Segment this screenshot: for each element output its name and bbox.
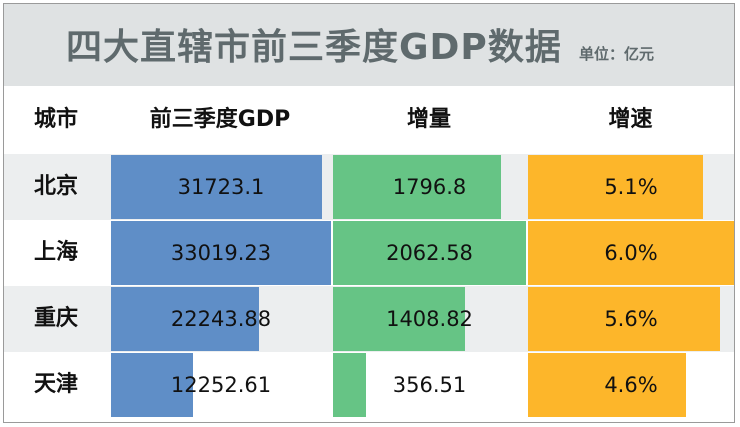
- increase-value-label: 1408.82: [386, 307, 473, 331]
- growth-bar: [528, 155, 703, 219]
- increase-value-label: 1796.8: [392, 175, 467, 199]
- gdp-bar: [111, 155, 322, 219]
- increase-bar: [333, 155, 501, 219]
- header-growth: 增速: [608, 107, 653, 132]
- growth-bar: [528, 353, 686, 417]
- header-gdp: 前三季度GDP: [149, 107, 291, 132]
- growth-value-label: 5.1%: [604, 175, 658, 199]
- chart-title: 四大直辖市前三季度GDP数据: [66, 27, 562, 68]
- header-increase: 增量: [406, 107, 451, 132]
- city-label: 天津: [33, 372, 78, 397]
- gdp-value-label: 22243.88: [170, 307, 272, 331]
- growth-value-label: 5.6%: [604, 307, 658, 331]
- growth-value-label: 4.6%: [604, 373, 658, 397]
- increase-value-label: 2062.58: [386, 241, 473, 265]
- gdp-bar: [111, 287, 259, 351]
- gdp-value-label: 31723.1: [177, 175, 265, 199]
- city-label: 重庆: [33, 306, 78, 331]
- increase-bar: [333, 221, 526, 285]
- gdp-value-label: 33019.23: [170, 241, 272, 265]
- city-label: 上海: [33, 240, 78, 265]
- city-label: 北京: [33, 174, 78, 199]
- gdp-bar: [111, 353, 193, 417]
- gdp-bar: [111, 221, 331, 285]
- increase-bar: [333, 353, 366, 417]
- gdp-value-label: 12252.61: [170, 373, 272, 397]
- increase-bar: [333, 287, 465, 351]
- growth-value-label: 6.0%: [604, 241, 658, 265]
- growth-bar: [528, 287, 720, 351]
- header-city: 城市: [33, 107, 78, 132]
- increase-value-label: 356.51: [392, 373, 467, 397]
- unit-label: 单位：亿元: [579, 45, 655, 63]
- growth-bar: [528, 221, 734, 285]
- title-bar: [4, 4, 734, 86]
